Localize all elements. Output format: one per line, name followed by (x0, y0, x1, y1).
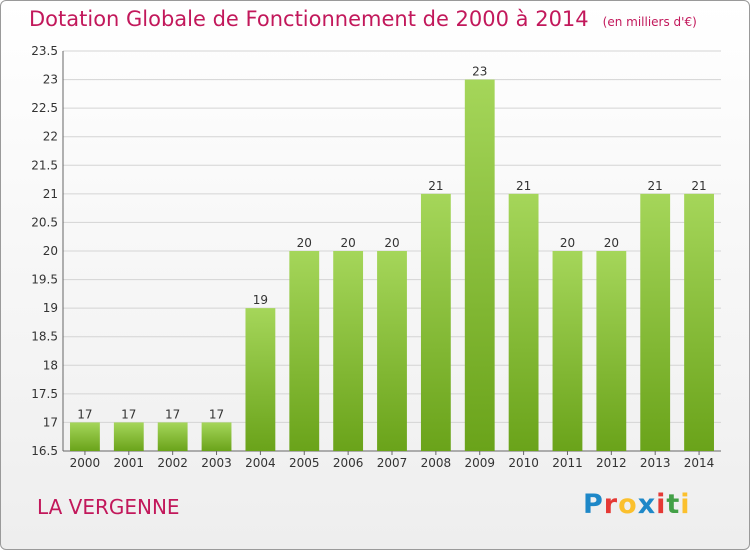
x-tick-label: 2004 (245, 456, 276, 470)
data-label: 21 (691, 179, 706, 193)
bar (508, 193, 539, 451)
y-tick-label: 18.5 (31, 330, 58, 344)
data-label: 20 (297, 236, 312, 250)
y-tick-label: 17.5 (31, 387, 58, 401)
x-tick-label: 2001 (114, 456, 145, 470)
chart-title: Dotation Globale de Fonctionnement de 20… (29, 7, 697, 31)
y-tick-label: 22 (43, 130, 58, 144)
x-tick-label: 2014 (684, 456, 715, 470)
bar (289, 251, 320, 451)
bar (245, 308, 276, 451)
logo-letter: x (637, 489, 657, 520)
data-label: 21 (648, 179, 663, 193)
x-tick-label: 2012 (596, 456, 627, 470)
y-tick-label: 22.5 (31, 101, 58, 115)
x-tick-label: 2002 (157, 456, 188, 470)
bar (420, 193, 451, 451)
data-label: 17 (77, 407, 92, 421)
data-label: 20 (604, 236, 619, 250)
data-label: 20 (560, 236, 575, 250)
x-tick-label: 2010 (508, 456, 539, 470)
data-label: 19 (253, 293, 268, 307)
y-tick-label: 17 (43, 415, 58, 429)
data-label: 21 (516, 179, 531, 193)
bars (70, 79, 714, 452)
bar (113, 422, 144, 451)
logo-letter: r (603, 489, 619, 520)
y-tick-label: 19.5 (31, 273, 58, 287)
data-label: 21 (428, 179, 443, 193)
bar (157, 422, 188, 451)
commune-name: LA VERGENNE (37, 495, 180, 519)
title-unit: (en milliers d'€) (602, 15, 697, 29)
bar (640, 193, 671, 451)
x-tick-label: 2006 (333, 456, 364, 470)
proxiti-logo[interactable]: Proxiti (583, 489, 691, 520)
bar (596, 251, 627, 451)
logo-letter: P (583, 489, 604, 520)
y-tick-label: 18 (43, 358, 58, 372)
logo-letter: o (618, 489, 638, 520)
x-tick-label: 2000 (70, 456, 101, 470)
data-label: 17 (209, 407, 224, 421)
data-label: 20 (384, 236, 399, 250)
bar (377, 251, 407, 451)
bar (201, 422, 232, 451)
y-tick-label: 21 (43, 187, 58, 201)
bar (552, 251, 583, 451)
title-text: Dotation Globale de Fonctionnement de 20… (29, 7, 589, 31)
bar (684, 193, 714, 451)
bar (70, 422, 100, 451)
data-label: 17 (165, 407, 180, 421)
y-tick-label: 16.5 (31, 444, 58, 458)
y-tick-label: 21.5 (31, 158, 58, 172)
bar (333, 251, 364, 451)
data-label: 17 (121, 407, 136, 421)
x-tick-label: 2013 (640, 456, 671, 470)
logo-letter: t (666, 489, 681, 520)
x-tick-label: 2007 (377, 456, 408, 470)
y-tick-label: 23 (43, 73, 58, 87)
x-tick-label: 2005 (289, 456, 320, 470)
y-tick-label: 19 (43, 301, 58, 315)
bar (464, 79, 495, 452)
labels: 16.5 17 17.5 18 18.5 19 19.5 20 20.5 21 21.5 22 22.5… (31, 44, 714, 470)
y-tick-label: 23.5 (31, 44, 58, 58)
data-label: 23 (472, 65, 487, 79)
y-tick-label: 20.5 (31, 215, 58, 229)
y-tick-label: 20 (43, 244, 58, 258)
x-tick-label: 2009 (464, 456, 495, 470)
data-label: 20 (340, 236, 355, 250)
x-tick-label: 2011 (552, 456, 583, 470)
x-tick-label: 2008 (421, 456, 452, 470)
x-tick-label: 2003 (201, 456, 232, 470)
logo-letter: i (680, 489, 691, 520)
logo-letter: i (656, 489, 667, 520)
